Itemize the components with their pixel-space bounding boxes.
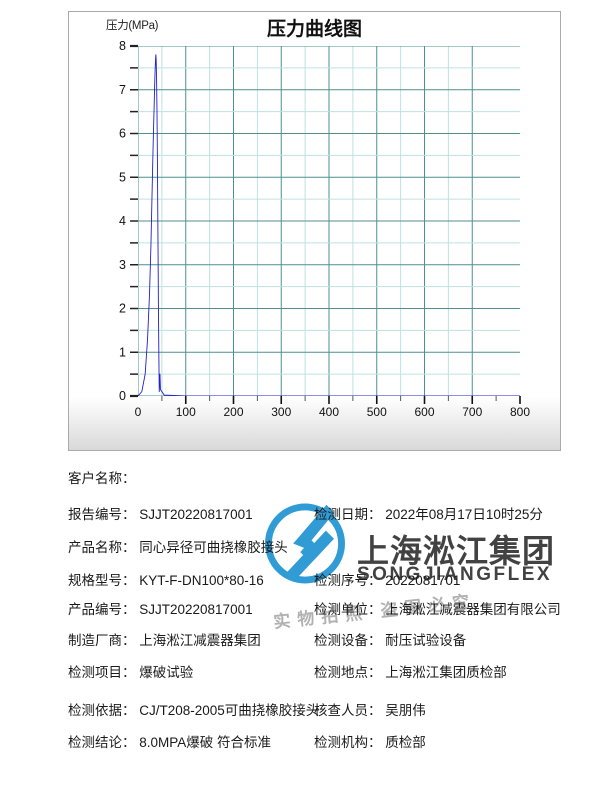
svg-text:3: 3 — [119, 258, 126, 272]
svg-text:2: 2 — [119, 302, 126, 316]
svg-text:200: 200 — [223, 405, 243, 419]
svg-text:8: 8 — [119, 39, 126, 53]
svg-text:4: 4 — [119, 214, 126, 228]
svg-text:5: 5 — [119, 170, 126, 184]
svg-text:100: 100 — [176, 405, 196, 419]
svg-text:600: 600 — [414, 405, 434, 419]
svg-text:6: 6 — [119, 127, 126, 141]
svg-text:300: 300 — [271, 405, 291, 419]
svg-text:400: 400 — [319, 405, 339, 419]
svg-text:700: 700 — [462, 405, 482, 419]
svg-text:800: 800 — [510, 405, 530, 419]
svg-text:7: 7 — [119, 83, 126, 97]
svg-text:500: 500 — [367, 405, 387, 419]
svg-text:1: 1 — [119, 345, 126, 359]
svg-text:0: 0 — [135, 405, 142, 419]
